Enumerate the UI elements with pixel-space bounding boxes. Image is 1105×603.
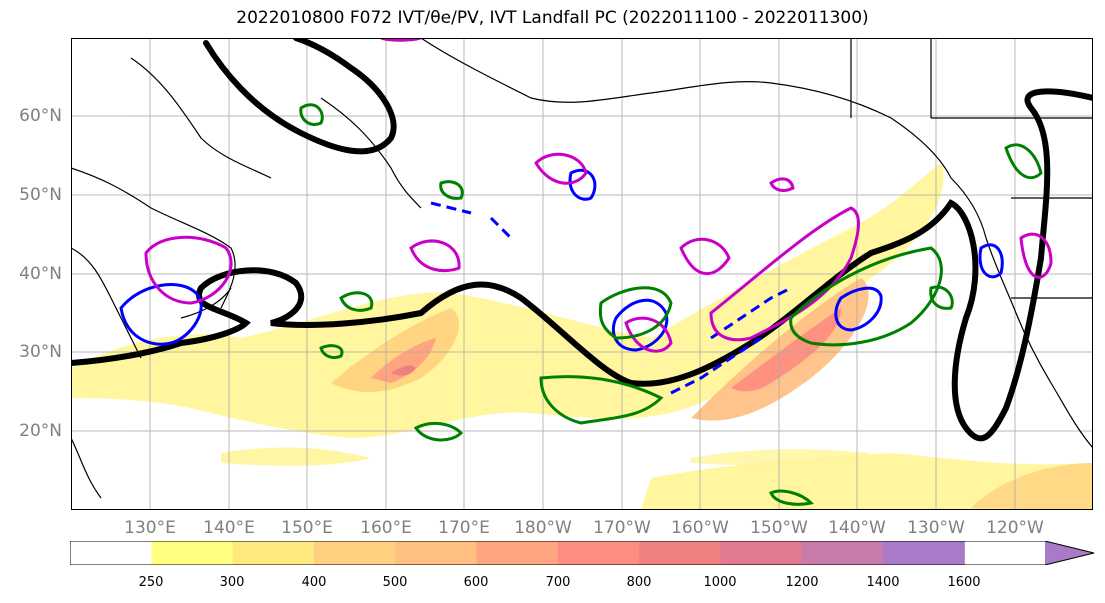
lon-label-130w: 130°W (907, 518, 965, 538)
colorbar-tick-1400: 1400 (866, 575, 900, 590)
colorbar-segment (557, 541, 640, 565)
colorbar-segment (720, 541, 803, 565)
lon-label-170e: 170°E (438, 518, 490, 538)
colorbar-segment (395, 541, 477, 565)
lon-label-170w: 170°W (593, 518, 651, 538)
colorbar-outline (70, 541, 1095, 565)
title-text: 2022010800 F072 IVT/θe/PV, IVT Landfall … (236, 8, 869, 28)
lat-label-20n: 20°N (19, 421, 62, 441)
lon-label-160w: 160°W (671, 518, 729, 538)
colorbar-segment (476, 541, 559, 565)
colorbar-tick-1000: 1000 (703, 575, 737, 590)
colorbar-tick-1200: 1200 (785, 575, 819, 590)
pv-negative-contours (144, 38, 1053, 353)
map-border (71, 38, 1093, 510)
colorbar-segment (639, 541, 721, 565)
colorbar-extend-arrow (1045, 541, 1094, 565)
colorbar-tick-600: 600 (463, 575, 489, 590)
ivt-shading (71, 163, 1093, 510)
lon-label-130e: 130°E (124, 518, 176, 538)
lon-label-140w: 140°W (828, 518, 886, 538)
coastlines (71, 38, 1093, 499)
lon-label-140e: 140°E (203, 518, 255, 538)
lat-label-40n: 40°N (19, 264, 62, 284)
colorbar-tick-300: 300 (219, 575, 245, 590)
colorbar-segment (232, 541, 315, 565)
colorbar (70, 541, 1095, 565)
colorbar-segment (151, 541, 234, 565)
theta-e-contour (71, 38, 1093, 442)
colorbar-segments (70, 541, 1094, 565)
lon-label-160e: 160°E (360, 518, 412, 538)
colorbar-segment (801, 541, 884, 565)
colorbar-segment (313, 541, 396, 565)
lat-label-50n: 50°N (19, 185, 62, 205)
lon-label-150w: 150°W (750, 518, 808, 538)
colorbar-tick-500: 500 (382, 575, 408, 590)
colorbar-segment (883, 541, 965, 565)
colorbar-tick-1600: 1600 (947, 575, 981, 590)
colorbar-tick-250: 250 (138, 575, 164, 590)
map-canvas (71, 38, 1093, 510)
lon-label-120w: 120°W (986, 518, 1044, 538)
lon-label-180w: 180°W (514, 518, 572, 538)
map-title: 2022010800 F072 IVT/θe/PV, IVT Landfall … (0, 8, 1105, 28)
colorbar-tick-400: 400 (301, 575, 327, 590)
lat-label-30n: 30°N (19, 342, 62, 362)
colorbar-tick-800: 800 (626, 575, 652, 590)
graticule (71, 38, 1093, 510)
lon-label-150e: 150°E (281, 518, 333, 538)
landfall-contours (299, 103, 1043, 506)
lat-label-60n: 60°N (19, 106, 62, 126)
colorbar-tick-700: 700 (545, 575, 571, 590)
colorbar-segment-below (70, 541, 152, 565)
map-panel (71, 38, 1093, 510)
